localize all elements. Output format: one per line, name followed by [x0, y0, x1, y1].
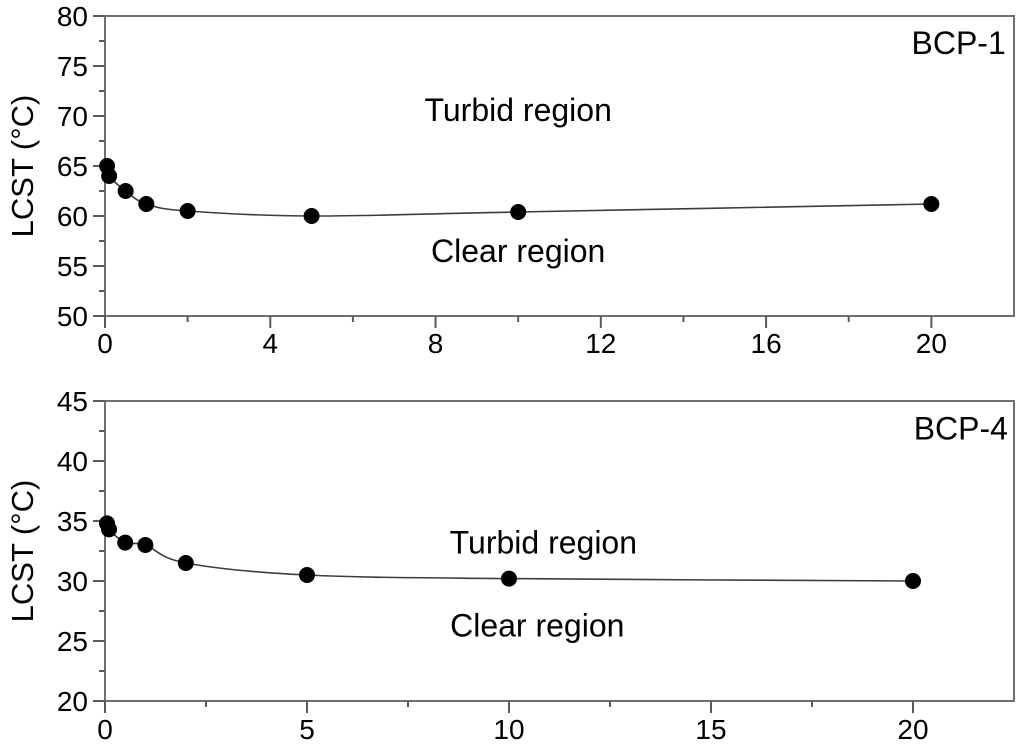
- y-tick-label: 80: [57, 1, 88, 32]
- data-point: [905, 573, 921, 589]
- data-point: [299, 567, 315, 583]
- data-point: [177, 555, 194, 571]
- x-tick-label: 15: [695, 714, 726, 745]
- x-tick-label: 0: [97, 714, 113, 745]
- data-point: [303, 208, 320, 224]
- x-tick-label: 10: [493, 714, 524, 745]
- chart-panel-bcp-4: 0 5 10 15 20 20 25 30 35 40 45 LCST (°C) Turbid regi…: [5, 386, 1015, 745]
- y-tick-label: 35: [57, 506, 88, 537]
- x-tick-label: 8: [428, 328, 444, 359]
- y-axis-title: LCST (°C): [5, 480, 40, 623]
- y-tick-label: 65: [57, 151, 88, 182]
- x-tick-label: 16: [751, 328, 782, 359]
- data-point: [117, 534, 134, 551]
- data-point: [179, 203, 196, 219]
- data-point: [138, 196, 155, 212]
- x-tick-label: 4: [262, 328, 278, 359]
- data-point: [137, 537, 154, 553]
- x-tick-label: 0: [97, 328, 113, 359]
- data-point: [501, 570, 517, 587]
- region-annotation: Clear region: [431, 233, 605, 269]
- data-curve: [106, 165, 932, 217]
- x-tick-label: 12: [585, 328, 616, 359]
- x-tick-label: 5: [299, 714, 315, 745]
- y-tick-label: 25: [57, 626, 88, 657]
- x-tick-label: 20: [897, 714, 928, 745]
- panel-label: BCP-1: [911, 25, 1005, 61]
- data-curve: [106, 523, 914, 582]
- y-tick-label: 45: [57, 386, 88, 417]
- data-point: [923, 196, 940, 212]
- data-point: [101, 168, 118, 184]
- data-point: [117, 183, 134, 199]
- chart-panel-bcp-1: 0 4 8 12 16 20 50 55 60 65 70 75 80 LCST (°C) Turbid r…: [5, 1, 1015, 359]
- y-tick-label: 55: [57, 251, 88, 282]
- y-axis-title: LCST (°C): [5, 95, 40, 238]
- y-tick-label: 60: [57, 201, 88, 232]
- y-tick-label: 50: [57, 301, 88, 332]
- region-annotation: Turbid region: [425, 92, 612, 128]
- y-tick-label: 70: [57, 101, 88, 132]
- y-tick-label: 75: [57, 51, 88, 82]
- plot-frame: [104, 15, 1015, 317]
- region-annotation: Clear region: [450, 607, 624, 643]
- y-tick-label: 40: [57, 446, 88, 477]
- y-tick-label: 30: [57, 566, 88, 597]
- region-annotation: Turbid region: [450, 525, 637, 561]
- x-tick-label: 20: [916, 328, 947, 359]
- panel-label: BCP-4: [914, 411, 1008, 447]
- data-point: [510, 204, 527, 220]
- y-tick-label: 20: [57, 686, 88, 717]
- data-point: [101, 521, 118, 538]
